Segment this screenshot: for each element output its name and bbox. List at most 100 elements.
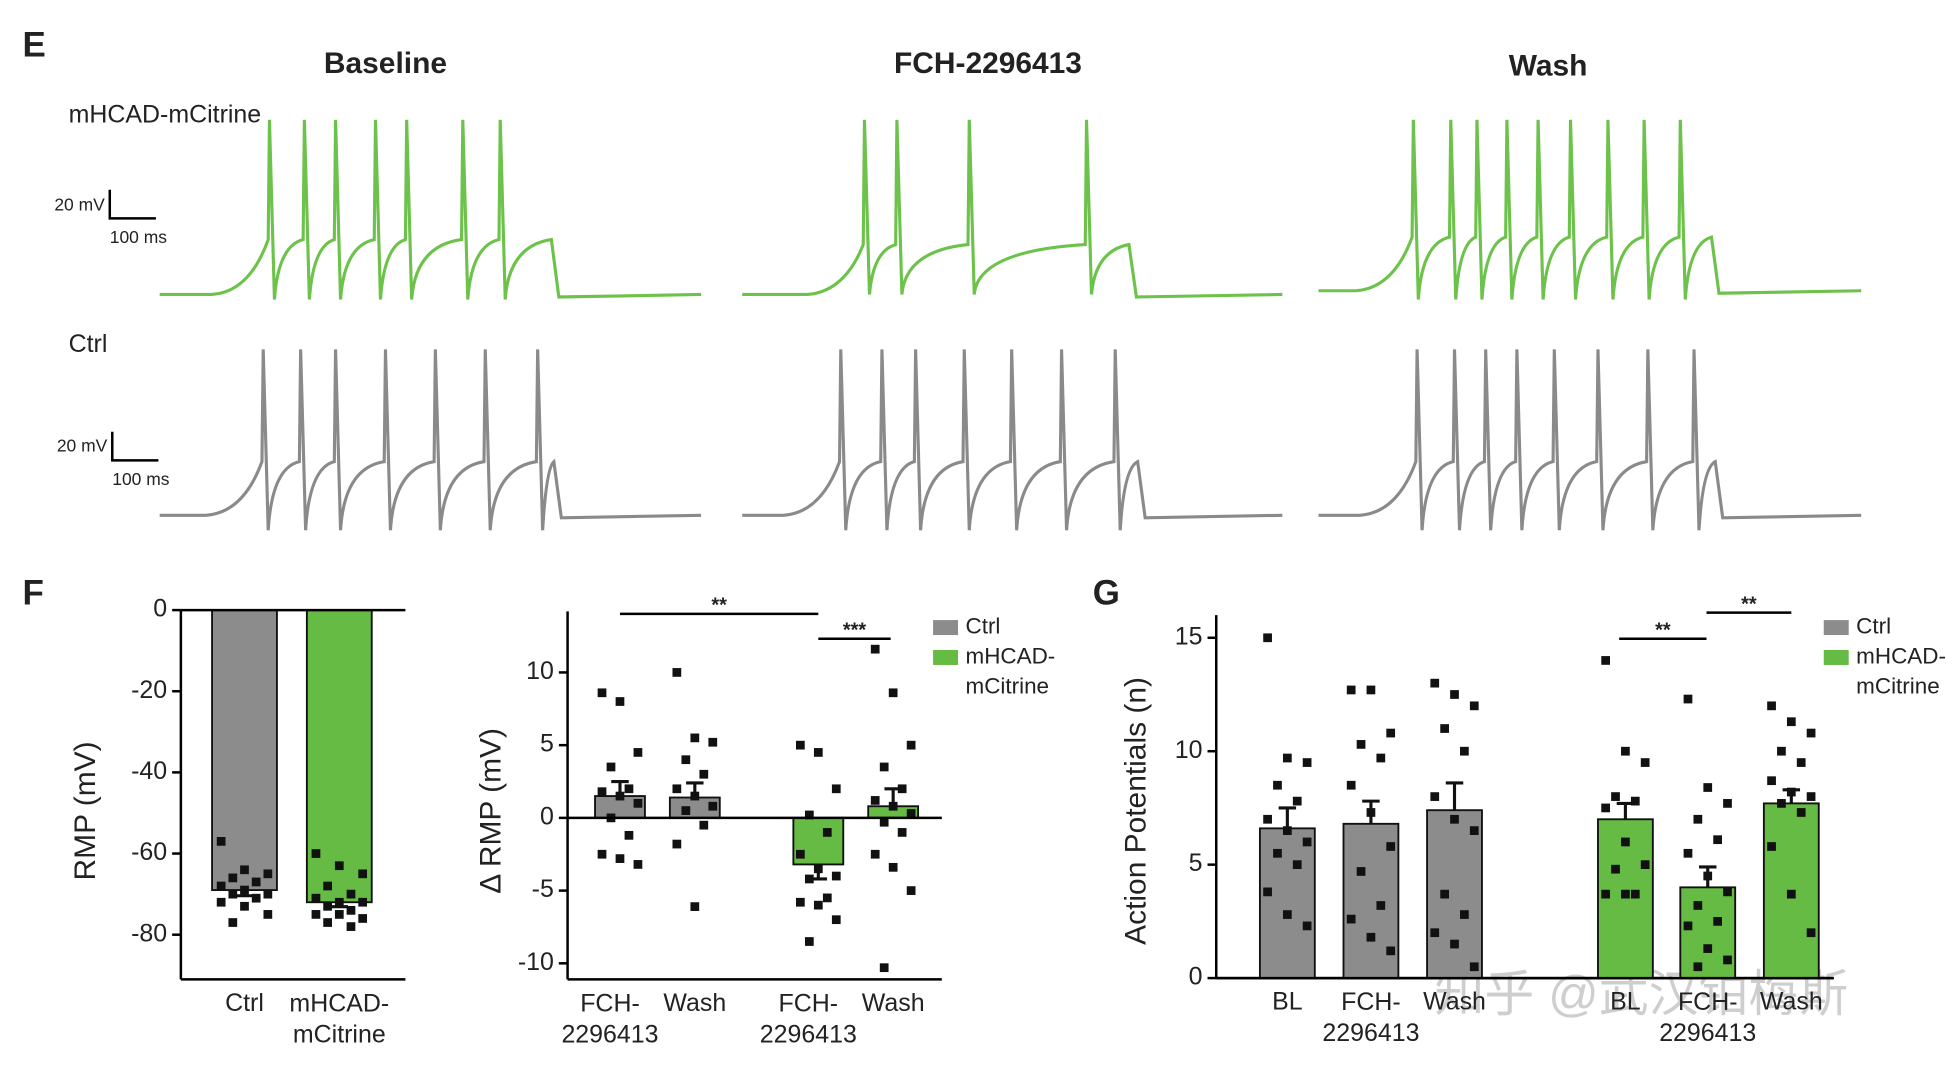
data-point (1806, 728, 1816, 738)
trace-title: FCH-2296413 (894, 47, 1082, 80)
y-tick-label: 0 (540, 802, 554, 830)
data-point (228, 873, 238, 883)
significance-label: ** (711, 595, 727, 617)
voltage-trace (159, 119, 702, 300)
data-point (870, 644, 880, 654)
data-point (358, 869, 368, 879)
data-point (216, 837, 226, 846)
data-point (906, 886, 916, 895)
data-point (1376, 753, 1386, 763)
data-point (1292, 796, 1302, 806)
x-tick-label: FCH-2296413 (760, 989, 857, 1048)
data-point (1386, 728, 1396, 738)
data-point (1302, 837, 1312, 847)
data-point (1703, 783, 1713, 792)
data-point (1366, 685, 1376, 695)
data-point (1621, 837, 1630, 847)
data-point (1450, 939, 1459, 949)
data-point (1450, 690, 1459, 699)
data-point (323, 918, 332, 927)
x-tick-label: Wash (1760, 988, 1823, 1016)
data-point (1263, 633, 1272, 643)
data-point (897, 828, 907, 837)
data-point (1282, 753, 1292, 763)
data-point (1440, 889, 1449, 899)
trace-title: Wash (1509, 49, 1588, 82)
data-point (870, 796, 880, 805)
data-point (1767, 776, 1776, 786)
x-tick-label: BL (1610, 988, 1641, 1016)
bar (1426, 809, 1483, 980)
data-point (1723, 955, 1732, 965)
data-point (804, 937, 814, 946)
data-point (699, 820, 709, 830)
bar (305, 609, 373, 904)
data-point (1630, 889, 1640, 899)
scale-bar (111, 431, 159, 462)
y-axis-label: Δ RMP (mV) (475, 728, 508, 894)
legend-swatch (933, 620, 959, 636)
data-point (870, 849, 880, 859)
data-point (1450, 814, 1459, 824)
y-tick-label: -40 (131, 757, 167, 785)
data-point (1601, 656, 1611, 665)
data-point (311, 849, 321, 858)
data-point (615, 697, 625, 706)
data-point (358, 897, 368, 907)
data-point (358, 914, 368, 923)
panel-letter: F (22, 573, 43, 612)
data-point (672, 784, 682, 794)
data-point (597, 787, 607, 797)
data-point (690, 733, 700, 743)
data-point (1346, 685, 1356, 695)
significance-label: ** (1655, 620, 1671, 642)
data-point (1611, 864, 1620, 874)
data-point (1683, 848, 1693, 858)
data-point (1440, 724, 1449, 733)
data-point (240, 885, 249, 895)
data-point (1601, 889, 1611, 899)
voltage-trace (742, 349, 1283, 531)
bar (1258, 827, 1316, 980)
voltage-trace (742, 119, 1283, 299)
legend-label: Ctrl (966, 613, 1001, 638)
data-point (1273, 780, 1282, 790)
data-point (1263, 887, 1272, 897)
y-tick-label: 5 (1189, 849, 1203, 877)
y-axis-label: RMP (mV) (69, 741, 102, 880)
data-point (1767, 701, 1776, 711)
data-point (1346, 780, 1356, 790)
x-tick-label: Wash (663, 989, 726, 1017)
x-tick-label: FCH-2296413 (1659, 988, 1756, 1047)
data-point (888, 862, 898, 872)
data-point (228, 918, 238, 927)
data-point (1469, 826, 1479, 835)
data-point (346, 889, 356, 899)
bar (1679, 886, 1737, 980)
data-point (606, 762, 616, 772)
data-point (263, 869, 273, 879)
data-point (1806, 928, 1816, 938)
data-point (624, 830, 634, 840)
scale-label: 100 ms (112, 469, 170, 489)
data-point (597, 849, 607, 859)
data-point (1786, 717, 1796, 727)
data-point (1282, 910, 1292, 919)
data-point (1366, 932, 1376, 942)
data-point (216, 897, 226, 907)
data-point (1302, 758, 1312, 767)
data-point (1621, 746, 1630, 756)
trace-title: Baseline (324, 47, 447, 80)
y-tick-label: 15 (1175, 622, 1203, 650)
data-point (1786, 787, 1796, 797)
data-point (795, 849, 805, 859)
voltage-trace (1318, 349, 1862, 531)
data-point (708, 801, 718, 811)
data-point (1469, 962, 1479, 972)
data-point (216, 881, 226, 891)
data-point (813, 864, 823, 874)
data-point (323, 881, 332, 891)
data-point (888, 801, 898, 811)
data-point (681, 806, 691, 815)
data-point (1601, 803, 1611, 813)
